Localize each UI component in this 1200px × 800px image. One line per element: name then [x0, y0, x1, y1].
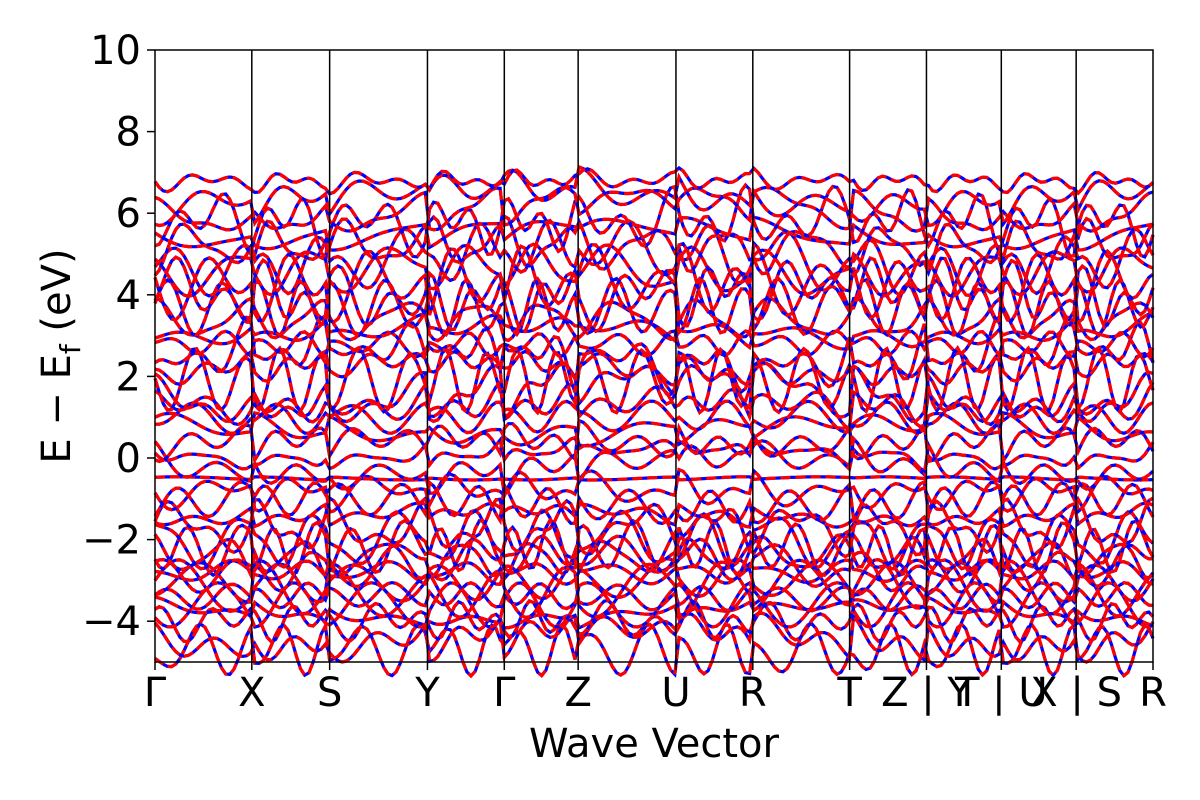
y-tick-label: 10 [90, 28, 141, 74]
x-axis: Γ X S Y Γ Z U R T Z | YT | UX | S R [144, 662, 1167, 716]
x-tick-label: U [661, 670, 690, 716]
band-line-red [154, 534, 1154, 594]
band-line-red [154, 314, 1155, 397]
y-tick-label: 4 [116, 273, 141, 319]
y-tick-label: 6 [116, 191, 141, 237]
band-line-red [154, 296, 1155, 343]
band-line-red [155, 399, 1154, 436]
y-tick-label: 0 [116, 436, 141, 482]
plot-frame [154, 49, 1154, 663]
y-tick-label: 2 [116, 354, 141, 400]
x-tick-label: Z | Y [881, 670, 972, 716]
x-tick-label: X | S [1030, 670, 1122, 716]
band-line-red [153, 435, 1155, 474]
band-line-red [153, 467, 1154, 515]
x-tick-label: Z [564, 670, 591, 716]
band-line-red [153, 611, 1155, 664]
band-line-red [153, 276, 1155, 338]
kpoint-separators [251, 50, 1077, 662]
x-tick-label: T [836, 670, 862, 716]
y-tick-label: 8 [116, 110, 141, 156]
band-line-red [154, 418, 1155, 466]
band-line-red [153, 345, 1155, 416]
band-line-red [153, 165, 1155, 196]
band-line-red [154, 620, 1155, 679]
y-axis-label-sub: f [54, 343, 87, 354]
band-line-red [153, 239, 1154, 326]
x-tick-label: Γ [144, 670, 167, 716]
x-tick-label: Y [414, 670, 440, 716]
x-tick-label: R [1139, 670, 1167, 716]
band-line-red [154, 501, 1154, 529]
y-tick-label: −4 [82, 599, 141, 645]
band-line-red [154, 182, 1155, 261]
x-tick-label: S [317, 670, 342, 716]
band-line-red [154, 379, 1155, 432]
x-tick-label: T | U [954, 670, 1048, 716]
band-line-red [153, 435, 1155, 499]
x-tick-label: R [739, 670, 767, 716]
y-axis-label-unit: (eV) [34, 248, 80, 344]
x-tick-label: X [238, 670, 265, 716]
band-line-red [153, 255, 1155, 334]
band-line-red [153, 479, 1155, 526]
x-axis-label: Wave Vector [529, 721, 780, 767]
band-line-red [154, 329, 1155, 360]
bands-layer [153, 164, 1155, 679]
y-tick-label: −2 [82, 518, 141, 564]
y-axis-label: E − Ef (eV) [34, 248, 87, 463]
band-line-red [153, 218, 1155, 298]
band-line-red [153, 495, 1154, 560]
y-axis-label-main: E − E [34, 354, 80, 464]
band-line-blue [154, 620, 1155, 679]
y-axis: 10 8 6 4 2 0 −2 −4 [82, 28, 155, 645]
band-line-red [153, 529, 1155, 584]
x-tick-label: Γ [493, 670, 516, 716]
band-line-red [154, 164, 1154, 228]
